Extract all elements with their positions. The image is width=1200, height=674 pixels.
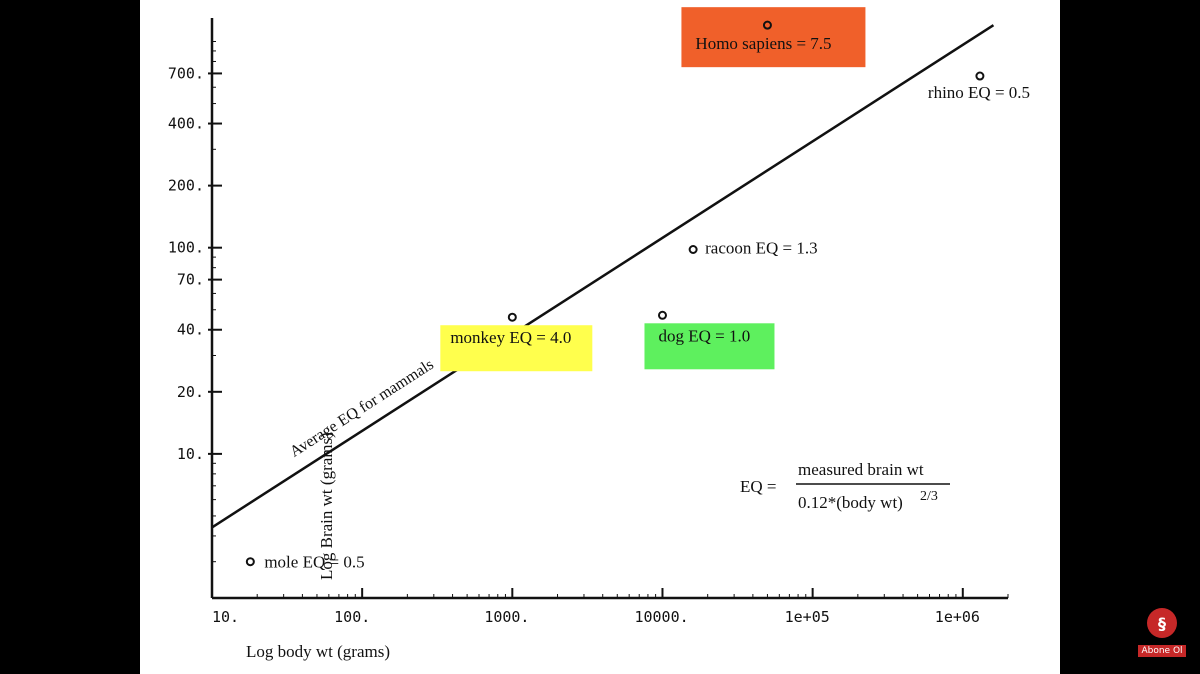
y-tick-label: 20. [177,383,204,401]
data-point [762,20,772,30]
data-point [688,244,698,254]
highlight-box [681,7,866,68]
point-label: monkey EQ = 4.0 [450,328,571,347]
eq-scatter-chart: Average EQ for mammals mole EQ = 0.5 monk… [168,7,1030,661]
highlight-box [440,325,593,372]
data-points: mole EQ = 0.5 monkey EQ = 4.0 dog EQ = 1.0… [245,7,1030,572]
point-label: rhino EQ = 0.5 [928,83,1030,102]
data-point [975,71,985,81]
y-tick-label: 70. [177,271,204,289]
y-tick-label: 100. [168,239,204,257]
trend-line-label: Average EQ for mammals [287,356,437,461]
subscribe-button[interactable]: § Abone Ol [1138,608,1186,658]
point-label: dog EQ = 1.0 [658,326,750,345]
y-tick-label: 40. [177,321,204,339]
x-tick-label: 10. [212,608,239,626]
minor-ticks [212,40,1009,599]
subscribe-label: Abone Ol [1138,645,1186,657]
point-label: racoon EQ = 1.3 [705,238,818,257]
x-tick-label: 10000. [634,608,688,626]
x-tick-label: 1000. [484,608,529,626]
eq-formula: EQ = measured brain wt 0.12*(body wt) 2/… [740,460,950,512]
channel-logo-icon: § [1147,608,1177,638]
point-label: Homo sapiens = 7.5 [695,34,831,53]
y-axis-title: Log Brain wt (grams) [317,432,336,580]
y-tick-label: 400. [168,115,204,133]
x-axis-title: Log body wt (grams) [246,642,390,661]
data-point [507,312,517,322]
trend-line [211,24,995,529]
y-tick-label: 700. [168,64,204,82]
point-label: mole EQ = 0.5 [264,553,364,572]
formula-lhs: EQ = [740,477,777,496]
tick-labels: 10. 100. 1000. 10000. 1e+05 1e+06 10. 20. 40. 70.… [168,64,980,626]
highlight-box [644,323,775,370]
x-tick-label: 1e+06 [935,608,980,626]
data-point [245,557,255,567]
formula-denominator: 0.12*(body wt) [798,493,903,512]
y-tick-label: 10. [177,445,204,463]
formula-exponent: 2/3 [920,489,938,504]
x-tick-label: 100. [334,608,370,626]
data-point [657,310,667,320]
y-tick-label: 200. [168,177,204,195]
formula-numerator: measured brain wt [798,460,924,479]
x-tick-label: 1e+05 [785,608,830,626]
slide: Average EQ for mammals mole EQ = 0.5 monk… [140,0,1060,674]
